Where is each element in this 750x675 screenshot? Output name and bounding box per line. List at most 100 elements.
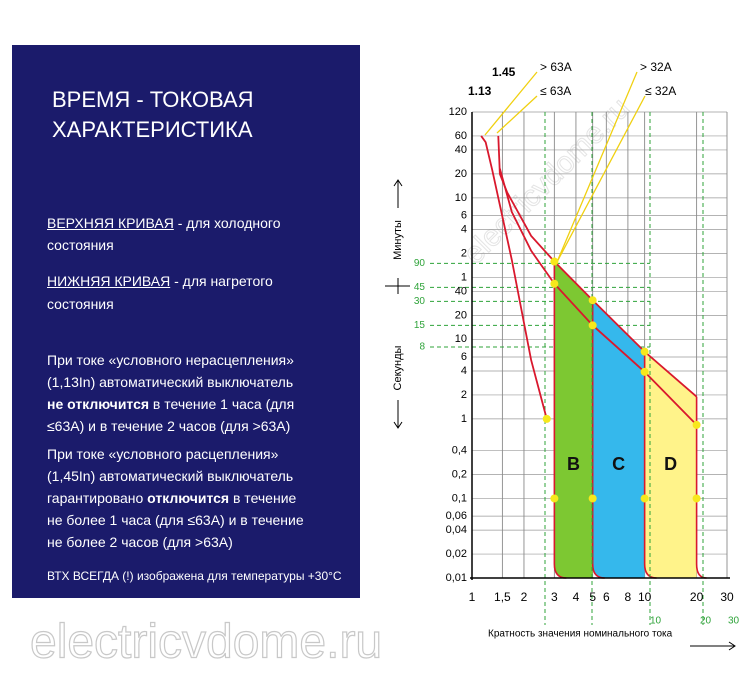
axis-arrows <box>385 179 410 429</box>
y-tick-label: 10 <box>455 192 467 204</box>
text-segment: не более 2 часов (для >63A) <box>47 534 233 550</box>
y-tick-label: 0,01 <box>446 572 467 584</box>
panel-title: ВРЕМЯ - ТОКОВАЯ <box>52 87 254 112</box>
marker <box>640 347 649 356</box>
curve <box>480 135 548 420</box>
annotation: ≤ 32A <box>645 84 676 98</box>
zone-label: B <box>567 454 580 474</box>
y-label-minutes: Минуты <box>392 220 404 260</box>
x-tick-label: 4 <box>573 590 580 604</box>
x-tick-label: 20 <box>690 590 704 604</box>
marker <box>640 367 649 376</box>
marker <box>692 494 701 503</box>
zone <box>554 261 593 578</box>
y-label-seconds: Секунды <box>392 345 404 390</box>
x-label: Кратность значения номинального тока <box>488 629 673 640</box>
text-segment: в течение 1 часа (для <box>149 396 295 412</box>
text-segment: (1,13In) автоматический выключатель <box>47 374 294 390</box>
y-tick-label: 1 <box>461 271 467 283</box>
green-y-tick-label: 90 <box>414 258 426 269</box>
y-tick-label: 4 <box>461 223 467 235</box>
text-line: ВЕРХНЯЯ КРИВАЯ - для холодного <box>47 215 280 231</box>
text-line: (1,13In) автоматический выключатель <box>47 374 293 390</box>
y-tick-label: 20 <box>455 309 467 321</box>
annotation: > 32A <box>640 60 672 74</box>
y-tick-label: 60 <box>455 130 467 142</box>
y-tick-label: 120 <box>449 106 467 118</box>
text-segment: гарантировано <box>47 490 148 506</box>
zone-label: D <box>664 454 677 474</box>
y-tick-label: 20 <box>455 168 467 180</box>
marker <box>640 494 649 503</box>
text-segment: не более 1 часа (для ≤63A) и в течение <box>47 512 304 528</box>
green-x-label: 20 <box>700 616 712 627</box>
curve <box>497 135 698 398</box>
y-tick-label: 2 <box>461 389 467 401</box>
y-tick-label: 0,4 <box>452 444 467 456</box>
text-segment: состояния <box>47 296 114 312</box>
text-segment: - для холодного <box>173 215 281 231</box>
marker <box>550 257 559 266</box>
y-tick-label: 0,04 <box>446 524 467 536</box>
x-tick-label: 1 <box>469 590 476 604</box>
text-line: (1,45In) автоматический выключатель <box>47 468 293 484</box>
green-y-tick-label: 30 <box>414 296 426 307</box>
y-tick-label: 1 <box>461 413 467 425</box>
panel-title: ХАРАКТЕРИСТИКА <box>52 117 253 142</box>
annotation-lines <box>484 71 646 263</box>
text-segment: отключится <box>147 490 230 506</box>
leader <box>484 71 538 136</box>
text-line: не отключится в течение 1 часа (для <box>47 396 294 412</box>
leader <box>556 71 638 263</box>
note: ВТХ ВСЕГДА (!) изображена для температур… <box>47 569 342 583</box>
marker <box>588 296 597 305</box>
green-x-label: 10 <box>650 616 662 627</box>
x-tick-label: 30 <box>720 590 734 604</box>
x-tick-label: 10 <box>638 590 652 604</box>
text-line: ≤63A) и в течение 2 часов (для >63A) <box>47 418 290 434</box>
marker <box>692 420 701 429</box>
green-y-tick-label: 15 <box>414 320 426 331</box>
marker <box>588 494 597 503</box>
leader <box>496 95 538 134</box>
text-segment: При токе «условного нерасцепления» <box>47 352 294 368</box>
annotation: 1.13 <box>468 84 492 98</box>
text-segment: При токе «условного расцепления» <box>47 446 279 462</box>
x-tick-label: 3 <box>551 590 558 604</box>
text-line: не более 2 часов (для >63A) <box>47 534 233 550</box>
green-x-label: 30 <box>728 616 740 627</box>
text-segment: в течение <box>229 490 297 506</box>
leader <box>556 95 646 263</box>
text-segment: ≤63A) и в течение 2 часов (для >63A) <box>47 418 291 434</box>
marker <box>550 279 559 288</box>
zone <box>644 351 697 578</box>
y-tick-label: 0,1 <box>452 492 467 504</box>
text-line: состояния <box>47 237 114 253</box>
text-line: НИЖНЯЯ КРИВАЯ - для нагретого <box>47 273 273 289</box>
x-tick-label: 6 <box>603 590 610 604</box>
text-segment: ВЕРХНЯЯ КРИВАЯ <box>47 215 174 231</box>
x-arrow <box>690 641 736 651</box>
marker <box>550 494 559 503</box>
y-tick-label: 6 <box>461 209 467 221</box>
x-tick-label: 1,5 <box>494 590 511 604</box>
text-segment: (1,45In) автоматический выключатель <box>47 468 294 484</box>
marker <box>542 414 551 423</box>
marker <box>588 321 597 330</box>
y-tick-label: 10 <box>455 333 467 345</box>
text-segment: состояния <box>47 237 114 253</box>
y-tick-label: 4 <box>461 365 467 377</box>
annotation: ≤ 63A <box>540 84 571 98</box>
text-segment: - для нагретого <box>170 273 273 289</box>
text-line: гарантировано отключится в течение <box>47 490 296 506</box>
text-line: При токе «условного нерасцепления» <box>47 352 294 368</box>
x-tick-label: 2 <box>521 590 528 604</box>
y-tick-label: 6 <box>461 351 467 363</box>
annotation: 1.45 <box>492 65 516 79</box>
text-segment: НИЖНЯЯ КРИВАЯ <box>47 273 171 289</box>
watermark: electricvdome.ru <box>30 616 382 669</box>
y-tick-label: 40 <box>455 144 467 156</box>
green-y-tick-label: 45 <box>414 282 426 293</box>
